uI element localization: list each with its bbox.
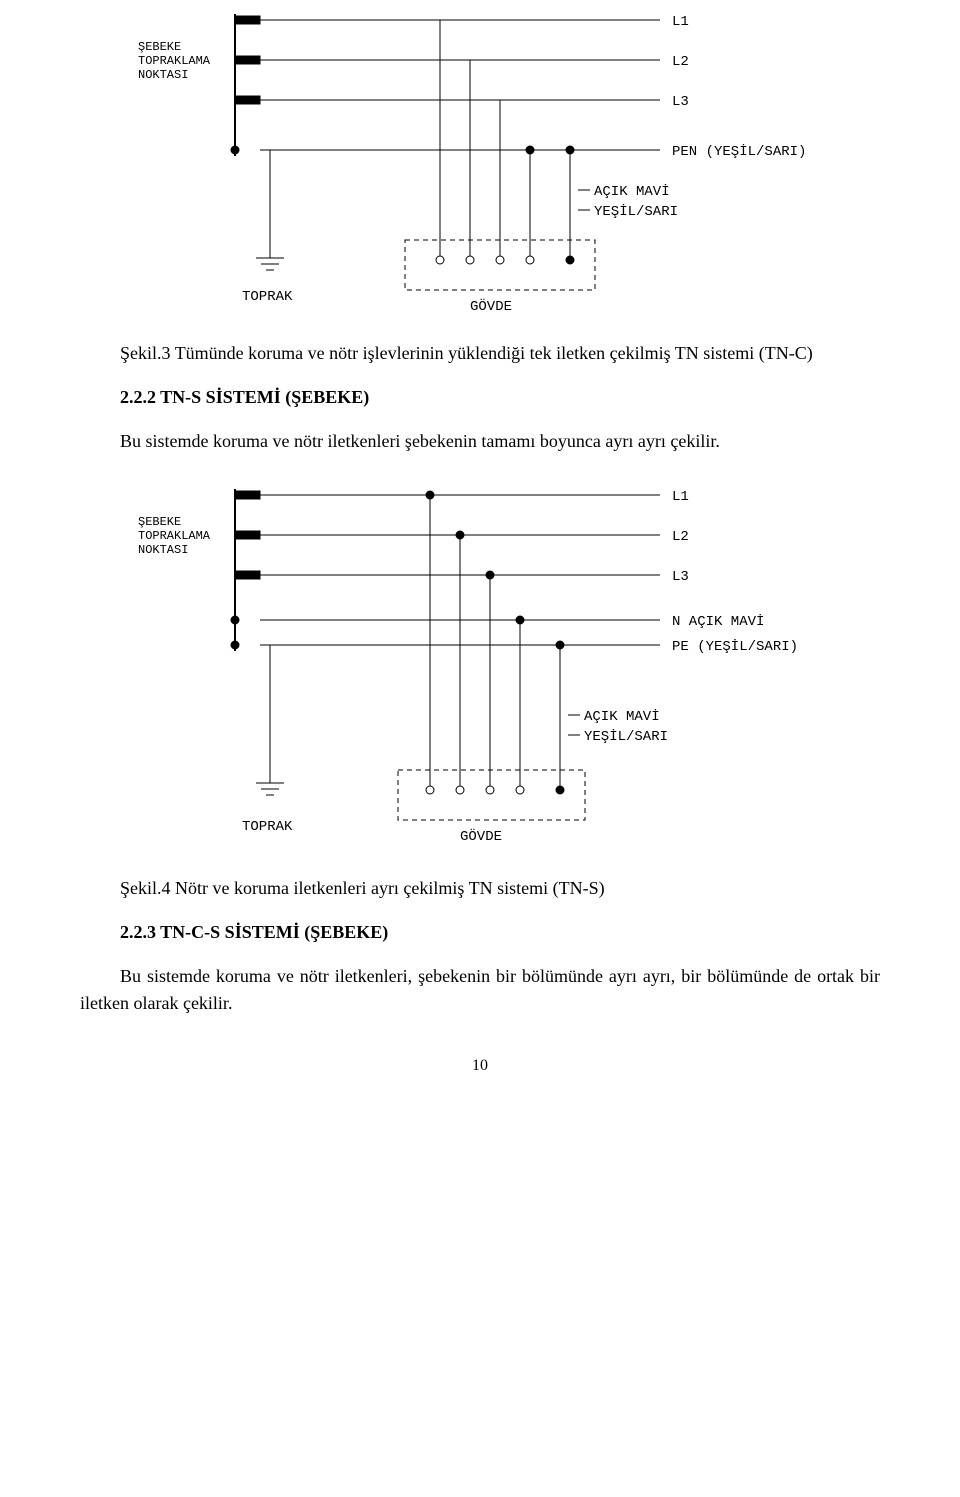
svg-text:L3: L3 — [672, 569, 689, 585]
svg-text:TOPRAK: TOPRAK — [242, 819, 293, 835]
svg-text:YEŞİL/SARI: YEŞİL/SARI — [584, 727, 668, 745]
svg-text:YEŞİL/SARI: YEŞİL/SARI — [594, 202, 678, 220]
svg-text:NOKTASI: NOKTASI — [138, 543, 188, 557]
caption-2-prefix: Şekil.4 — [120, 878, 171, 898]
svg-text:TOPRAKLAMA: TOPRAKLAMA — [138, 529, 211, 543]
svg-text:ŞEBEKE: ŞEBEKE — [138, 40, 181, 54]
svg-text:N AÇIK MAVİ: N AÇIK MAVİ — [672, 612, 764, 630]
caption-1-prefix: Şekil.3 — [120, 343, 171, 363]
page: L1 L2 L3 PEN (YEŞİL/SARI) AÇIK MAVİ YEŞİL/SAR… — [0, 0, 960, 1115]
svg-text:AÇIK MAVİ: AÇIK MAVİ — [594, 182, 670, 200]
heading-tn-c-s: 2.2.3 TN-C-S SİSTEMİ (ŞEBEKE) — [120, 922, 880, 943]
caption-1: Şekil.3 Tümünde koruma ve nötr işlevleri… — [80, 340, 880, 367]
para-tn-c-s: Bu sistemde koruma ve nötr iletkenleri, … — [80, 963, 880, 1017]
svg-text:L2: L2 — [672, 529, 689, 545]
page-number: 10 — [80, 1057, 880, 1075]
svg-text:TOPRAKLAMA: TOPRAKLAMA — [138, 54, 211, 68]
para-tn-s-text: Bu sistemde koruma ve nötr iletkenleri ş… — [120, 431, 720, 451]
diagram-tn-c: L1 L2 L3 PEN (YEŞİL/SARI) AÇIK MAVİ YEŞİL/SAR… — [130, 0, 830, 320]
svg-text:PEN (YEŞİL/SARI): PEN (YEŞİL/SARI) — [672, 142, 806, 160]
svg-text:TOPRAK: TOPRAK — [242, 289, 293, 305]
para-tn-c-s-text: Bu sistemde koruma ve nötr iletkenleri, … — [80, 966, 880, 1013]
caption-2-rest: Nötr ve koruma iletkenleri ayrı çekilmiş… — [171, 878, 605, 898]
caption-2: Şekil.4 Nötr ve koruma iletkenleri ayrı … — [80, 875, 880, 902]
caption-1-rest: Tümünde koruma ve nötr işlevlerinin yükl… — [171, 343, 813, 363]
svg-text:AÇIK MAVİ: AÇIK MAVİ — [584, 707, 660, 725]
para-tn-s: Bu sistemde koruma ve nötr iletkenleri ş… — [80, 428, 880, 455]
svg-text:GÖVDE: GÖVDE — [470, 297, 512, 315]
svg-text:L1: L1 — [672, 14, 689, 30]
svg-text:L2: L2 — [672, 54, 689, 70]
svg-text:L3: L3 — [672, 94, 689, 110]
heading-tn-s: 2.2.2 TN-S SİSTEMİ (ŞEBEKE) — [120, 387, 880, 408]
diagram-tn-s: L1 L2 L3 N AÇIK MAVİ PE (YEŞİL/SARI) AÇIK MAV… — [130, 475, 830, 855]
svg-text:NOKTASI: NOKTASI — [138, 68, 188, 82]
svg-text:PE (YEŞİL/SARI): PE (YEŞİL/SARI) — [672, 637, 798, 655]
svg-text:L1: L1 — [672, 489, 689, 505]
svg-text:GÖVDE: GÖVDE — [460, 827, 502, 845]
svg-text:ŞEBEKE: ŞEBEKE — [138, 515, 181, 529]
